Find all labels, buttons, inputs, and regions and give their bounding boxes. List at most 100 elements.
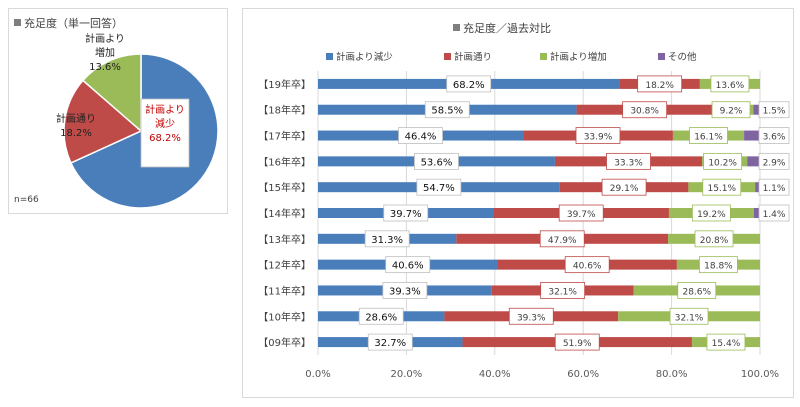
stacked-bar-chart: 計画より減少 計画通り 計画より増加 その他 0.0% 20.0% 40.0% 60.0% 80… xyxy=(258,51,790,380)
data-label: 1.1% xyxy=(763,184,786,194)
pie-slice-value-label: 18.2% xyxy=(60,128,92,139)
data-label: 1.4% xyxy=(763,210,786,220)
data-label: 58.5% xyxy=(431,106,463,117)
data-label: 53.6% xyxy=(421,157,453,168)
legend-label: 計画より増加 xyxy=(550,51,607,63)
data-label: 19.2% xyxy=(697,210,726,220)
x-tick-label: 40.0% xyxy=(479,369,511,380)
pie-slice-category-label: 減少 xyxy=(155,117,175,130)
data-label: 3.6% xyxy=(763,133,786,143)
data-label-box xyxy=(414,152,459,170)
x-tick-label: 20.0% xyxy=(391,369,423,380)
data-label: 18.8% xyxy=(704,262,733,272)
bar-chart-panel: 充足度／過去対比 計画より減少 計画通り 計画より増加 その他 0.0% 20.0% 40.… xyxy=(242,8,794,398)
data-label: 39.7% xyxy=(390,209,422,220)
category-label: 【12年卒】 xyxy=(258,259,311,272)
data-label-box xyxy=(539,230,585,248)
data-label: 39.3% xyxy=(517,313,546,323)
sample-size-label: n=66 xyxy=(14,195,39,205)
data-label-box xyxy=(606,152,651,170)
data-label-box xyxy=(677,282,717,299)
data-label-box xyxy=(711,101,751,119)
data-label-box xyxy=(691,204,731,222)
x-tick-label: 80.0% xyxy=(656,369,688,380)
pie-label-box xyxy=(140,98,190,168)
data-label-box xyxy=(710,75,750,93)
legend-swatch xyxy=(444,53,451,60)
data-label-box xyxy=(416,178,462,196)
legend-label: その他 xyxy=(668,51,697,63)
data-label-box xyxy=(367,333,413,351)
data-label-box xyxy=(364,230,410,248)
data-label: 9.2% xyxy=(720,107,743,117)
data-label: 29.1% xyxy=(610,184,639,194)
legend-swatch xyxy=(326,53,333,60)
data-label: 33.9% xyxy=(584,133,613,143)
bar-chart-title-text: 充足度／過去対比 xyxy=(463,22,551,35)
data-label-box xyxy=(706,333,746,351)
data-label-box xyxy=(758,204,790,222)
pie-slice-value-label: 68.2% xyxy=(149,133,181,144)
data-label: 39.7% xyxy=(567,210,596,220)
category-label: 【10年卒】 xyxy=(258,310,311,323)
data-label-box xyxy=(703,152,743,170)
data-label-box xyxy=(398,127,443,144)
x-tick-label: 60.0% xyxy=(567,369,599,380)
data-label: 2.9% xyxy=(763,158,786,168)
pie-slice-category-label: 計画より xyxy=(85,32,125,45)
data-label-box xyxy=(508,307,554,325)
data-label: 40.6% xyxy=(573,262,602,272)
pie-slice-category-label: 増加 xyxy=(95,46,115,59)
data-label-box xyxy=(446,75,492,93)
data-label-box xyxy=(758,178,790,196)
data-label: 15.1% xyxy=(707,184,736,194)
data-label-box xyxy=(358,307,404,325)
legend-label: 計画通り xyxy=(454,51,492,63)
pie-slice-value-label: 13.6% xyxy=(89,62,121,73)
data-label-box xyxy=(383,204,429,222)
data-label-box xyxy=(699,256,738,274)
data-label: 15.4% xyxy=(712,339,741,349)
data-label: 31.3% xyxy=(371,235,403,246)
data-label-box xyxy=(622,101,668,119)
data-label: 20.8% xyxy=(700,236,729,246)
category-label: 【13年卒】 xyxy=(258,233,311,246)
category-label: 【16年卒】 xyxy=(258,155,311,168)
bar-segment xyxy=(753,208,760,218)
category-label: 【09年卒】 xyxy=(258,336,311,349)
legend-swatch xyxy=(658,53,665,60)
pie-chart-panel: 充足度（単一回答） 計画より 減少 68.2% 計画通り 18.2% 計画より 増加 13.6… xyxy=(8,8,228,214)
data-label: 1.5% xyxy=(763,107,786,117)
x-tick-label: 100.0% xyxy=(741,369,779,380)
data-label-box xyxy=(558,204,604,222)
data-label-box xyxy=(758,101,790,119)
data-label: 47.9% xyxy=(548,236,577,246)
data-label-box xyxy=(758,127,790,144)
bar-segment xyxy=(747,156,760,167)
x-tick-label: 0.0% xyxy=(305,369,330,380)
pie-slice-category-label: 計画通り xyxy=(56,112,96,125)
legend-swatch xyxy=(540,53,547,60)
legend-label: 計画より減少 xyxy=(336,51,393,63)
data-label-box xyxy=(385,256,431,274)
pie-chart-title: 充足度（単一回答） xyxy=(14,15,123,31)
data-label-box xyxy=(554,333,600,351)
data-label: 33.3% xyxy=(614,158,643,168)
category-label: 【19年卒】 xyxy=(258,78,311,91)
data-label-box xyxy=(575,127,621,144)
data-label: 28.6% xyxy=(365,312,397,323)
data-label: 18.2% xyxy=(645,81,674,91)
pie-slice xyxy=(63,79,143,164)
bar-chart-title: 充足度／過去対比 xyxy=(453,20,551,36)
square-bullet-icon xyxy=(453,24,460,31)
category-label: 【18年卒】 xyxy=(258,104,311,117)
bar-segment xyxy=(755,182,760,193)
data-label-box xyxy=(637,75,683,93)
category-label: 【11年卒】 xyxy=(258,284,311,297)
data-label: 10.2% xyxy=(708,158,737,168)
data-label-box xyxy=(702,178,742,196)
data-label: 39.3% xyxy=(389,286,421,297)
data-label-box xyxy=(689,127,728,144)
bar-segment xyxy=(744,130,760,141)
